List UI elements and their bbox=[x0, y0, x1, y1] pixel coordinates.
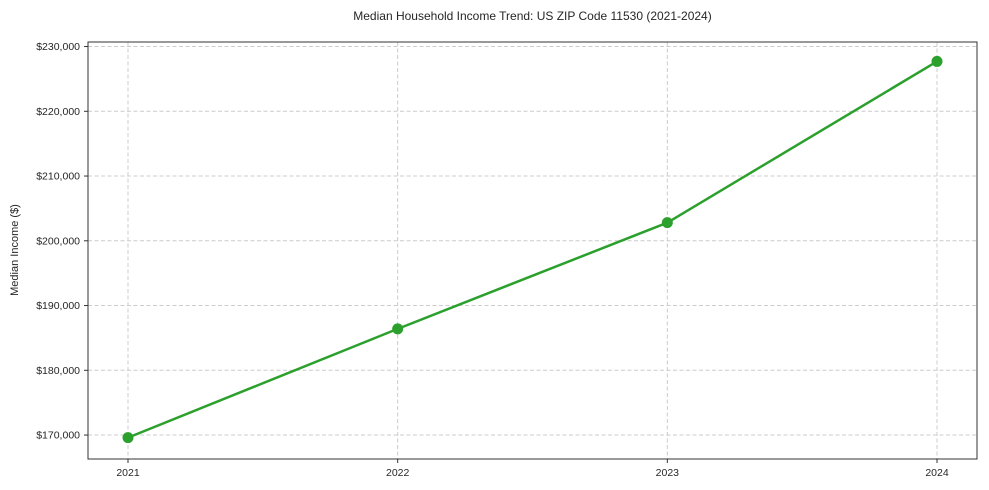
x-tick-label: 2021 bbox=[116, 467, 140, 479]
y-tick-label: $230,000 bbox=[36, 41, 80, 53]
data-point-2021 bbox=[122, 432, 134, 444]
y-tick-label: $180,000 bbox=[36, 365, 80, 377]
x-tick-label: 2023 bbox=[656, 467, 680, 479]
y-tick-label: $220,000 bbox=[36, 106, 80, 118]
x-tick-label: 2024 bbox=[925, 467, 949, 479]
data-point-2023 bbox=[661, 217, 673, 229]
plot-border bbox=[87, 41, 978, 460]
x-tick-label: 2022 bbox=[386, 467, 410, 479]
data-point-2024 bbox=[931, 55, 943, 67]
data-point-2022 bbox=[392, 323, 404, 335]
y-tick-label: $210,000 bbox=[36, 171, 80, 183]
chart-title: Median Household Income Trend: US ZIP Co… bbox=[353, 9, 712, 23]
trend-line bbox=[126, 60, 939, 439]
y-tick-label: $170,000 bbox=[36, 430, 80, 442]
y-tick-label: $190,000 bbox=[36, 300, 80, 312]
y-tick-label: $200,000 bbox=[36, 235, 80, 247]
